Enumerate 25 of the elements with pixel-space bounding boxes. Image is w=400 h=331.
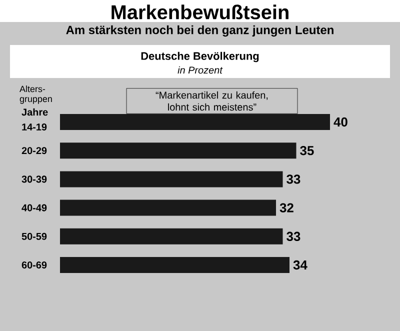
bar (60, 142, 296, 159)
y-tick-label: 60-69 (22, 261, 47, 269)
y-tick-label: 14-19 (22, 123, 47, 131)
data-label: 33 (286, 174, 300, 184)
data-label: 35 (300, 146, 314, 156)
text: Deutsche Bevölkerung (141, 52, 259, 62)
bar (60, 171, 283, 188)
chart-subtitle: Am stärksten noch bei den ganz jungen Leuten (66, 25, 334, 37)
bar (60, 114, 330, 130)
y-tick-label: 20-29 (22, 147, 47, 154)
y-tick-label: 30-39 (22, 176, 47, 183)
data-label: 32 (280, 203, 294, 212)
data-label: 34 (293, 260, 308, 270)
text: “Markenartikel zu kaufen, lohnt sich meistens” (156, 91, 268, 111)
data-label: 33 (286, 232, 300, 241)
y-tick-label: 50-59 (22, 232, 47, 240)
text: in Prozent (178, 66, 223, 74)
bar (60, 228, 283, 244)
bar (60, 257, 290, 274)
y-axis-title: Alters-gruppen (20, 86, 52, 104)
data-label: 40 (334, 117, 348, 127)
text: Jahre (22, 108, 48, 116)
y-tick-label: 40-49 (22, 204, 47, 212)
bar (60, 200, 276, 216)
chart-title: Markenbewußtsein (112, 4, 288, 20)
